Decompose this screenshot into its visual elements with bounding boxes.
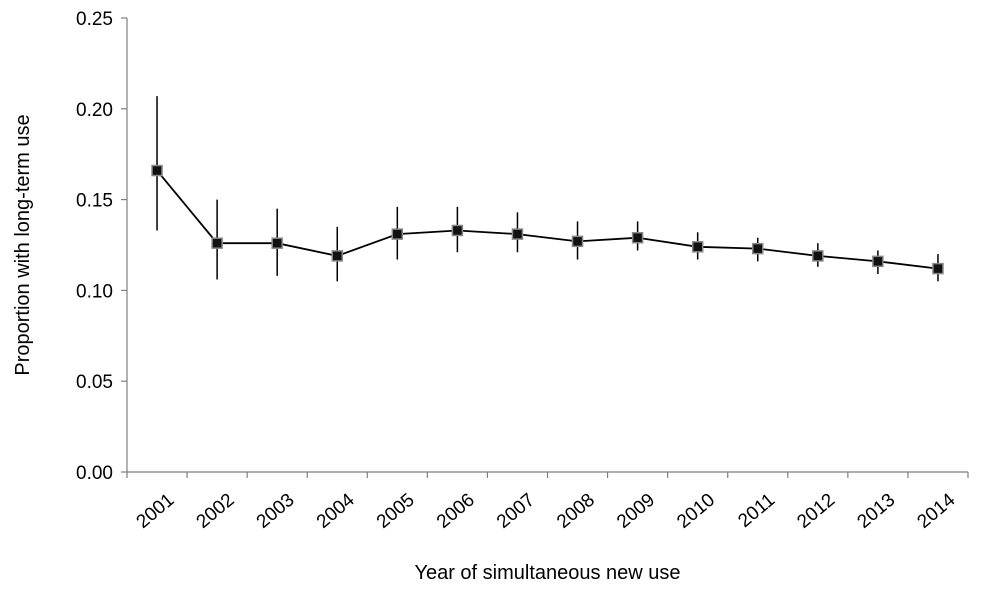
- data-point: [691, 241, 704, 253]
- x-tick-label: 2006: [433, 490, 479, 533]
- x-tick-label: 2012: [793, 490, 839, 533]
- data-point: [571, 235, 584, 248]
- x-tick-label: 2007: [493, 490, 539, 533]
- data-point: [631, 231, 644, 244]
- data-point: [872, 255, 884, 268]
- y-axis-title: Proportion with long-term use: [12, 114, 34, 375]
- data-point: [932, 262, 944, 275]
- x-axis-ticks: 2001 2002 2003 2004 2005 2006 2007 2008 2009 2010…: [126, 472, 969, 533]
- x-tick-label: 2013: [853, 490, 899, 533]
- y-tick-label: 0.25: [76, 9, 113, 30]
- x-axis-title: Year of simultaneous new use: [414, 562, 680, 584]
- x-tick-label: 2001: [133, 490, 179, 533]
- x-tick-label: 2009: [613, 490, 659, 533]
- x-tick-label: 2005: [373, 490, 419, 533]
- x-tick-label: 2011: [734, 490, 779, 532]
- data-point: [511, 228, 524, 240]
- data-point: [391, 228, 404, 240]
- y-axis-ticks: 0.00 0.05 0.10 0.15 0.20 0.25: [76, 9, 127, 484]
- x-tick-label: 2010: [673, 490, 719, 533]
- y-tick-label: 0.00: [76, 463, 113, 484]
- data-point: [812, 250, 824, 262]
- y-tick-label: 0.10: [76, 281, 113, 302]
- data-point: [451, 224, 464, 237]
- y-tick-label: 0.20: [76, 100, 113, 121]
- data-point: [151, 164, 163, 177]
- data-markers: [151, 164, 944, 275]
- x-tick-label: 2002: [193, 490, 239, 533]
- x-tick-label: 2014: [914, 489, 960, 533]
- data-point: [331, 250, 343, 262]
- y-tick-label: 0.15: [76, 191, 113, 212]
- data-point: [752, 242, 764, 255]
- x-tick-label: 2003: [253, 490, 299, 533]
- series-line: [156, 169, 939, 270]
- x-tick-label: 2008: [553, 490, 599, 533]
- x-tick-label: 2004: [313, 489, 359, 533]
- data-point: [271, 237, 283, 249]
- data-point: [211, 237, 223, 249]
- axes: [126, 18, 968, 473]
- series-line-layer: [156, 169, 939, 270]
- y-tick-label: 0.05: [76, 372, 113, 393]
